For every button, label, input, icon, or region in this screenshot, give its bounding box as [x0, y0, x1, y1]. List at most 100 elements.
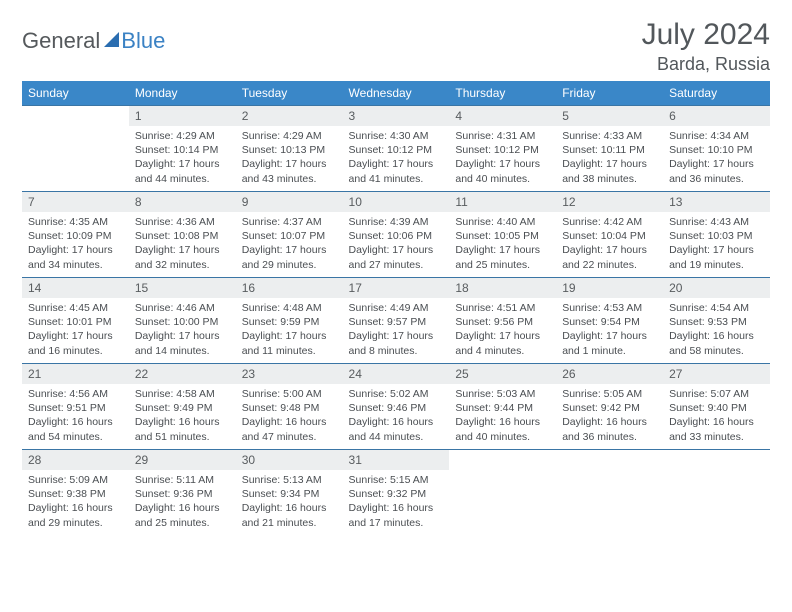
day-details: Sunrise: 5:02 AMSunset: 9:46 PMDaylight:…: [343, 384, 450, 448]
day-details: Sunrise: 5:00 AMSunset: 9:48 PMDaylight:…: [236, 384, 343, 448]
day-number: 12: [556, 192, 663, 212]
calendar-day-cell: 26Sunrise: 5:05 AMSunset: 9:42 PMDayligh…: [556, 364, 663, 450]
calendar-day-cell: 7Sunrise: 4:35 AMSunset: 10:09 PMDayligh…: [22, 192, 129, 278]
day-details: Sunrise: 4:48 AMSunset: 9:59 PMDaylight:…: [236, 298, 343, 362]
calendar-day-cell: 22Sunrise: 4:58 AMSunset: 9:49 PMDayligh…: [129, 364, 236, 450]
day-details: Sunrise: 4:36 AMSunset: 10:08 PMDaylight…: [129, 212, 236, 276]
title-block: July 2024 Barda, Russia: [642, 18, 770, 75]
day-details: Sunrise: 4:46 AMSunset: 10:00 PMDaylight…: [129, 298, 236, 362]
day-details: Sunrise: 5:05 AMSunset: 9:42 PMDaylight:…: [556, 384, 663, 448]
day-details: Sunrise: 5:07 AMSunset: 9:40 PMDaylight:…: [663, 384, 770, 448]
calendar-day-cell: 1Sunrise: 4:29 AMSunset: 10:14 PMDayligh…: [129, 106, 236, 192]
day-number: 7: [22, 192, 129, 212]
weekday-header: Wednesday: [343, 81, 450, 106]
weekday-header-row: SundayMondayTuesdayWednesdayThursdayFrid…: [22, 81, 770, 106]
day-number: 27: [663, 364, 770, 384]
calendar-empty-cell: [663, 450, 770, 536]
calendar-week-row: 28Sunrise: 5:09 AMSunset: 9:38 PMDayligh…: [22, 450, 770, 536]
day-details: Sunrise: 5:15 AMSunset: 9:32 PMDaylight:…: [343, 470, 450, 534]
calendar-day-cell: 2Sunrise: 4:29 AMSunset: 10:13 PMDayligh…: [236, 106, 343, 192]
header-bar: General Blue July 2024 Barda, Russia: [22, 18, 770, 75]
calendar-day-cell: 19Sunrise: 4:53 AMSunset: 9:54 PMDayligh…: [556, 278, 663, 364]
day-details: Sunrise: 4:39 AMSunset: 10:06 PMDaylight…: [343, 212, 450, 276]
day-details: Sunrise: 4:40 AMSunset: 10:05 PMDaylight…: [449, 212, 556, 276]
weekday-header: Friday: [556, 81, 663, 106]
day-number: 3: [343, 106, 450, 126]
calendar-day-cell: 3Sunrise: 4:30 AMSunset: 10:12 PMDayligh…: [343, 106, 450, 192]
day-details: Sunrise: 5:03 AMSunset: 9:44 PMDaylight:…: [449, 384, 556, 448]
calendar-day-cell: 24Sunrise: 5:02 AMSunset: 9:46 PMDayligh…: [343, 364, 450, 450]
calendar-week-row: 1Sunrise: 4:29 AMSunset: 10:14 PMDayligh…: [22, 106, 770, 192]
day-number: 4: [449, 106, 556, 126]
day-number: 17: [343, 278, 450, 298]
day-number: 15: [129, 278, 236, 298]
weekday-header: Saturday: [663, 81, 770, 106]
calendar-week-row: 14Sunrise: 4:45 AMSunset: 10:01 PMDaylig…: [22, 278, 770, 364]
calendar-day-cell: 16Sunrise: 4:48 AMSunset: 9:59 PMDayligh…: [236, 278, 343, 364]
calendar-day-cell: 28Sunrise: 5:09 AMSunset: 9:38 PMDayligh…: [22, 450, 129, 536]
calendar-table: SundayMondayTuesdayWednesdayThursdayFrid…: [22, 81, 770, 536]
day-details: Sunrise: 5:09 AMSunset: 9:38 PMDaylight:…: [22, 470, 129, 534]
calendar-day-cell: 23Sunrise: 5:00 AMSunset: 9:48 PMDayligh…: [236, 364, 343, 450]
calendar-day-cell: 31Sunrise: 5:15 AMSunset: 9:32 PMDayligh…: [343, 450, 450, 536]
day-number: 5: [556, 106, 663, 126]
day-details: Sunrise: 4:58 AMSunset: 9:49 PMDaylight:…: [129, 384, 236, 448]
day-details: Sunrise: 4:37 AMSunset: 10:07 PMDaylight…: [236, 212, 343, 276]
calendar-empty-cell: [556, 450, 663, 536]
calendar-day-cell: 11Sunrise: 4:40 AMSunset: 10:05 PMDaylig…: [449, 192, 556, 278]
day-number: 30: [236, 450, 343, 470]
calendar-day-cell: 8Sunrise: 4:36 AMSunset: 10:08 PMDayligh…: [129, 192, 236, 278]
day-number: 18: [449, 278, 556, 298]
calendar-day-cell: 9Sunrise: 4:37 AMSunset: 10:07 PMDayligh…: [236, 192, 343, 278]
day-details: Sunrise: 4:51 AMSunset: 9:56 PMDaylight:…: [449, 298, 556, 362]
day-number: 11: [449, 192, 556, 212]
sail-icon: [104, 32, 119, 47]
calendar-empty-cell: [449, 450, 556, 536]
day-number: 1: [129, 106, 236, 126]
calendar-week-row: 7Sunrise: 4:35 AMSunset: 10:09 PMDayligh…: [22, 192, 770, 278]
calendar-day-cell: 5Sunrise: 4:33 AMSunset: 10:11 PMDayligh…: [556, 106, 663, 192]
day-number: 28: [22, 450, 129, 470]
calendar-day-cell: 12Sunrise: 4:42 AMSunset: 10:04 PMDaylig…: [556, 192, 663, 278]
day-details: Sunrise: 4:33 AMSunset: 10:11 PMDaylight…: [556, 126, 663, 190]
day-details: Sunrise: 4:31 AMSunset: 10:12 PMDaylight…: [449, 126, 556, 190]
calendar-day-cell: 20Sunrise: 4:54 AMSunset: 9:53 PMDayligh…: [663, 278, 770, 364]
brand-logo: General Blue: [22, 18, 165, 54]
day-details: Sunrise: 4:29 AMSunset: 10:13 PMDaylight…: [236, 126, 343, 190]
day-number: 31: [343, 450, 450, 470]
day-number: 14: [22, 278, 129, 298]
day-number: 26: [556, 364, 663, 384]
day-details: Sunrise: 4:56 AMSunset: 9:51 PMDaylight:…: [22, 384, 129, 448]
day-details: Sunrise: 4:53 AMSunset: 9:54 PMDaylight:…: [556, 298, 663, 362]
month-title: July 2024: [642, 18, 770, 52]
brand-part1: General: [22, 28, 100, 54]
day-details: Sunrise: 4:54 AMSunset: 9:53 PMDaylight:…: [663, 298, 770, 362]
location-label: Barda, Russia: [642, 54, 770, 75]
calendar-day-cell: 30Sunrise: 5:13 AMSunset: 9:34 PMDayligh…: [236, 450, 343, 536]
weekday-header: Sunday: [22, 81, 129, 106]
day-details: Sunrise: 5:11 AMSunset: 9:36 PMDaylight:…: [129, 470, 236, 534]
day-details: Sunrise: 4:43 AMSunset: 10:03 PMDaylight…: [663, 212, 770, 276]
day-number: 13: [663, 192, 770, 212]
day-number: 19: [556, 278, 663, 298]
day-details: Sunrise: 4:49 AMSunset: 9:57 PMDaylight:…: [343, 298, 450, 362]
calendar-day-cell: 21Sunrise: 4:56 AMSunset: 9:51 PMDayligh…: [22, 364, 129, 450]
day-details: Sunrise: 4:34 AMSunset: 10:10 PMDaylight…: [663, 126, 770, 190]
calendar-day-cell: 10Sunrise: 4:39 AMSunset: 10:06 PMDaylig…: [343, 192, 450, 278]
calendar-day-cell: 15Sunrise: 4:46 AMSunset: 10:00 PMDaylig…: [129, 278, 236, 364]
day-number: 23: [236, 364, 343, 384]
calendar-day-cell: 13Sunrise: 4:43 AMSunset: 10:03 PMDaylig…: [663, 192, 770, 278]
day-number: 22: [129, 364, 236, 384]
calendar-empty-cell: [22, 106, 129, 192]
calendar-day-cell: 14Sunrise: 4:45 AMSunset: 10:01 PMDaylig…: [22, 278, 129, 364]
day-number: 9: [236, 192, 343, 212]
day-number: 21: [22, 364, 129, 384]
day-number: 24: [343, 364, 450, 384]
day-details: Sunrise: 4:42 AMSunset: 10:04 PMDaylight…: [556, 212, 663, 276]
day-number: 2: [236, 106, 343, 126]
day-details: Sunrise: 4:45 AMSunset: 10:01 PMDaylight…: [22, 298, 129, 362]
calendar-day-cell: 4Sunrise: 4:31 AMSunset: 10:12 PMDayligh…: [449, 106, 556, 192]
day-details: Sunrise: 5:13 AMSunset: 9:34 PMDaylight:…: [236, 470, 343, 534]
calendar-week-row: 21Sunrise: 4:56 AMSunset: 9:51 PMDayligh…: [22, 364, 770, 450]
weekday-header: Monday: [129, 81, 236, 106]
